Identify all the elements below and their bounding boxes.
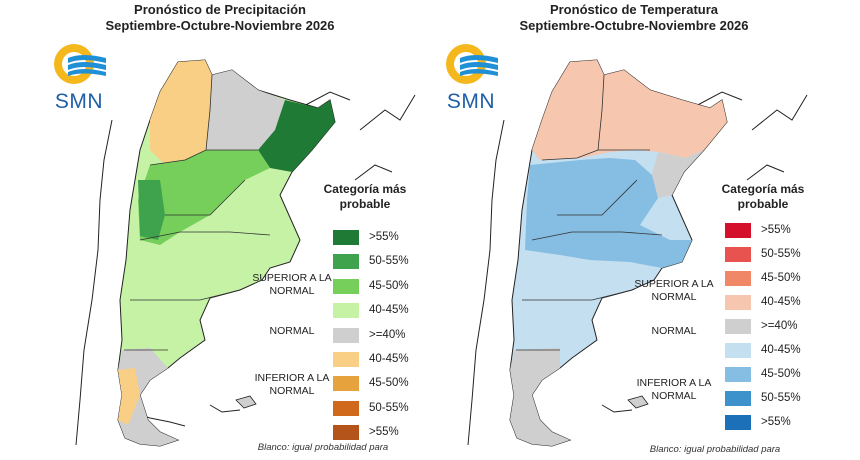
legend-swatch: [333, 376, 359, 391]
temperature-panel: Pronóstico de Temperatura Septiembre-Oct…: [430, 0, 860, 460]
legend-note: Blanco: igual probabilidad para: [649, 444, 781, 455]
legend-label: 40-45%: [369, 353, 409, 365]
smn-logo-icon: [446, 44, 498, 84]
legend-title: Categoría más probable: [323, 182, 407, 211]
legend-label: 50-55%: [369, 402, 409, 414]
legend-label: 50-55%: [761, 392, 801, 404]
legend-swatch: [333, 425, 359, 440]
legend-swatch: [333, 352, 359, 367]
legend-note: Blanco: igual probabilidad para: [257, 442, 389, 453]
legend-swatch: [333, 254, 359, 269]
legend-swatch: [333, 230, 359, 245]
northeast-normal-region: [652, 150, 704, 198]
south-dry-region: [118, 368, 140, 425]
north-normal-region: [206, 70, 285, 150]
smn-logo: SMN: [440, 40, 502, 122]
group-label-inferior: INFERIOR A LA NORMAL: [254, 372, 330, 397]
group-label-normal: NORMAL: [651, 325, 697, 337]
legend-label: 45-50%: [761, 272, 801, 284]
center-wet-region: [138, 150, 270, 245]
map-title: Pronóstico de Temperatura Septiembre-Oct…: [474, 2, 794, 34]
legend-label: 50-55%: [761, 248, 801, 260]
coastline-line: [359, 94, 416, 131]
group-label-normal: NORMAL: [269, 325, 315, 337]
legend-swatch: [725, 295, 751, 310]
map-title-line2: Septiembre-Octubre-Noviembre 2026: [105, 18, 335, 33]
smn-logo-text: SMN: [54, 90, 104, 113]
group-label-superior: SUPERIOR A LA NORMAL: [252, 272, 332, 297]
precipitation-panel: Pronóstico de Precipitación Septiembre-O…: [48, 2, 416, 453]
coastline-line: [209, 404, 241, 413]
precipitation-map: [75, 59, 416, 447]
coastline-line: [751, 94, 808, 131]
province-borders: [124, 74, 271, 351]
legend-swatch: [333, 279, 359, 294]
legend-swatch: [725, 343, 751, 358]
map-title-line2: Septiembre-Octubre-Noviembre 2026: [519, 18, 749, 33]
legend-label: >55%: [761, 416, 791, 428]
coastline-line: [467, 119, 505, 446]
legend-label: 45-50%: [761, 368, 801, 380]
temperature-map: [467, 59, 808, 447]
legend-swatch: [725, 319, 751, 334]
group-label-inferior: INFERIOR A LA NORMAL: [636, 377, 712, 402]
legend-label: 50-55%: [369, 255, 409, 267]
map-title: Pronóstico de Precipitación Septiembre-O…: [60, 2, 380, 34]
legend-swatch: [725, 391, 751, 406]
legend-label: 45-50%: [369, 280, 409, 292]
island-shape: [627, 395, 649, 409]
south-normal-region: [510, 348, 570, 446]
center-cool-region: [525, 158, 692, 268]
legend-swatch: [725, 415, 751, 430]
map-title-line1: Pronóstico de Temperatura: [549, 2, 719, 17]
legend-label: 40-45%: [369, 304, 409, 316]
northwest-dry-region: [150, 60, 212, 168]
smn-logo-icon: [54, 44, 106, 84]
legend-swatch: [333, 401, 359, 416]
group-label-superior: SUPERIOR A LA NORMAL: [634, 278, 714, 303]
coastline-line: [601, 404, 633, 413]
legend-swatch: [725, 223, 751, 238]
northeast-wet-region: [258, 100, 335, 172]
legend-label: 40-45%: [761, 344, 801, 356]
map-title-line1: Pronóstico de Precipitación: [134, 2, 306, 17]
legend-label: >=40%: [761, 320, 798, 332]
legend-swatch: [725, 367, 751, 382]
smn-logo-text: SMN: [446, 90, 496, 113]
coastline-line: [354, 164, 393, 181]
island-shape: [235, 395, 257, 409]
coastline-line: [746, 164, 785, 181]
legend-label: >=40%: [369, 329, 406, 341]
legend-label: >55%: [369, 231, 399, 243]
legend-label: 45-50%: [369, 377, 409, 389]
coastline-line: [75, 119, 113, 446]
legend-swatch: [333, 328, 359, 343]
smn-logo: SMN: [48, 40, 110, 122]
legend-swatch: [333, 303, 359, 318]
legend-label: >55%: [369, 426, 399, 438]
north-warm-region: [532, 60, 727, 160]
legend-title: Categoría más probable: [721, 182, 805, 211]
west-wet-region: [138, 180, 165, 240]
legend-swatch: [725, 247, 751, 262]
legend-swatch: [725, 271, 751, 286]
legend-label: >55%: [761, 224, 791, 236]
province-borders: [516, 74, 663, 351]
legend-label: 40-45%: [761, 296, 801, 308]
